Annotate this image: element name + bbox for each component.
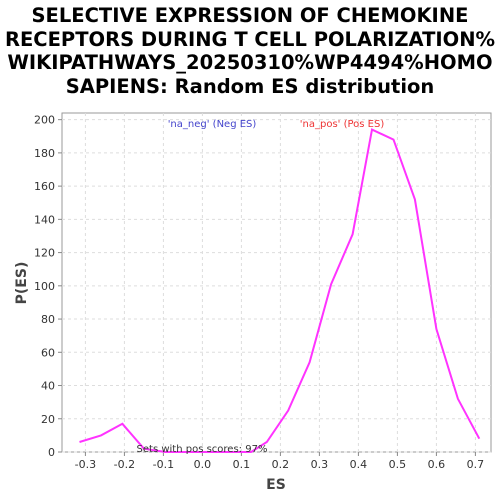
x-tick-label: 0.4 — [350, 458, 368, 471]
title-line-2: RECEPTORS DURING T CELL POLARIZATION% — [4, 27, 496, 51]
x-tick-label: -0.3 — [75, 458, 96, 471]
legend-pos: 'na_pos' (Pos ES) — [300, 119, 385, 130]
y-tick-label: 160 — [34, 180, 55, 193]
y-tick-label: 0 — [48, 446, 55, 459]
x-tick-label: -0.1 — [153, 458, 174, 471]
plot-area — [61, 112, 492, 453]
x-axis-label: ES — [266, 477, 286, 493]
series-line — [79, 128, 481, 453]
y-tick-label: 200 — [34, 114, 55, 127]
y-tick-label: 100 — [34, 280, 55, 293]
y-tick-label: 120 — [34, 247, 55, 260]
y-axis-label: P(ES) — [14, 262, 30, 305]
x-tick-label: 0.1 — [233, 458, 251, 471]
y-tick-label: 140 — [34, 213, 55, 226]
title-line-3: WIKIPATHWAYS_20250310%WP4494%HOMO — [7, 51, 493, 74]
x-axis-ticks: -0.3 -0.2 -0.1 0.0 0.1 0.2 0.3 0.4 0.5 0.6 0.7 — [75, 452, 484, 471]
y-tick-label: 180 — [34, 147, 55, 160]
x-tick-label: 0.5 — [389, 458, 407, 471]
x-tick-label: 0.7 — [467, 458, 485, 471]
y-tick-label: 40 — [41, 380, 55, 393]
x-tick-label: 0.2 — [272, 458, 290, 471]
y-tick-label: 60 — [41, 346, 55, 359]
title-line-4: SAPIENS: Random ES distribution — [65, 74, 435, 98]
grid — [62, 113, 491, 453]
y-axis-ticks: 0 20 40 60 80 100 120 140 160 180 200 — [34, 114, 62, 459]
pos-scores-annotation: Sets with pos scores: 97% — [137, 444, 268, 455]
y-tick-label: 80 — [41, 313, 55, 326]
x-tick-label: 0.0 — [194, 458, 212, 471]
y-tick-label: 20 — [41, 413, 55, 426]
x-tick-label: 0.6 — [428, 458, 446, 471]
x-tick-label: 0.3 — [311, 458, 329, 471]
x-tick-label: -0.2 — [114, 458, 135, 471]
chart-title: SELECTIVE EXPRESSION OF CHEMOKINE RECEPT… — [0, 4, 500, 98]
legend-neg: 'na_neg' (Neg ES) — [168, 119, 257, 130]
title-line-1: SELECTIVE EXPRESSION OF CHEMOKINE — [31, 4, 469, 27]
